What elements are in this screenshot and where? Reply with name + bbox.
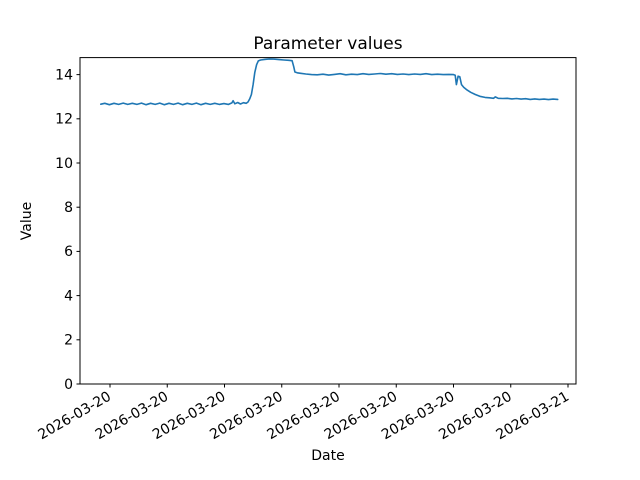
y-axis-ticks: 0 2 4 6 8 10 12 14 [55,67,80,393]
series-line [100,58,559,106]
y-tick-label: 4 [64,288,73,304]
y-tick-label: 2 [64,333,73,349]
y-axis-label: Value [19,202,35,240]
x-axis-ticks: 2026-03-202026-03-202026-03-202026-03-20… [36,384,572,443]
y-tick-label: 0 [64,377,73,393]
y-tick-label: 6 [64,244,73,260]
data-series [100,58,559,106]
plot-border [79,57,577,385]
x-axis-label: Date [311,448,344,464]
y-tick-label: 10 [55,156,73,172]
chart-title: Parameter values [253,34,402,54]
y-tick-label: 14 [55,67,73,83]
y-tick-label: 8 [64,200,73,216]
y-tick-label: 12 [55,112,73,128]
